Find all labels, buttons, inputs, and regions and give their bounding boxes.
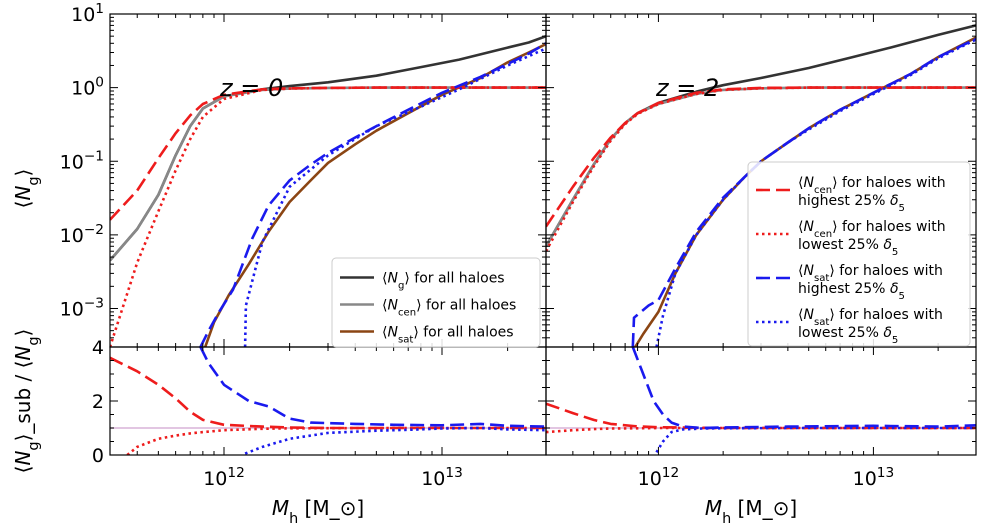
x-axis-title-1: Mh [M_⊙] bbox=[705, 496, 797, 527]
x-axis-title-0: Mh [M_⊙] bbox=[272, 496, 364, 527]
legend-z2-label-2-b: highest 25% δ5 bbox=[798, 281, 905, 302]
ratio-line-ratio-cen-highest-0 bbox=[110, 356, 546, 430]
top-y-axis-title: ⟨Ng⟩ bbox=[11, 169, 42, 209]
ratio-panel-series-0 bbox=[110, 347, 546, 455]
ratio-line-ratio-sat-lowest-0 bbox=[244, 426, 546, 455]
ratio-panel-frame-0 bbox=[109, 346, 547, 456]
ratio-y-tick-label-0: 0 bbox=[92, 445, 104, 467]
y-tick-label-3: 10−2 bbox=[60, 222, 104, 247]
legend-z2-label-2-a: ⟨Nsat⟩ for haloes with bbox=[798, 263, 943, 284]
x-tick-label-1-1: 1013 bbox=[853, 465, 895, 490]
legend-z0-frame bbox=[331, 257, 541, 348]
y-tick-label-0: 101 bbox=[71, 1, 104, 26]
legend-z0-label-1: ⟨Ncen⟩ for all haloes bbox=[382, 298, 516, 319]
legend-z2-label-0-b: highest 25% δ5 bbox=[798, 193, 905, 214]
legend-z0-label-2: ⟨Nsat⟩ for all haloes bbox=[382, 325, 514, 346]
series-line-n-cen-for-haloes-with-lowest-25-5-dotted-0 bbox=[110, 86, 546, 347]
series-line-n-sat-for-haloes-with-lowest-25-5-dotted-1 bbox=[655, 38, 976, 347]
y-tick-label-1: 100 bbox=[71, 75, 104, 100]
legend-z2-label-1-a: ⟨Ncen⟩ for haloes with bbox=[798, 219, 946, 240]
ratio-panel-frame-1 bbox=[545, 346, 977, 456]
legend-z0-label-0: ⟨Ng⟩ for all haloes bbox=[382, 271, 505, 292]
legend-z2-label-3-b: lowest 25% δ5 bbox=[798, 325, 898, 346]
ratio-line-ratio-sat-highest-0 bbox=[199, 347, 546, 428]
top-panel-series-1 bbox=[546, 24, 976, 347]
x-tick-label-0-0: 1012 bbox=[203, 465, 245, 490]
series-line-n-g-for-all-haloes-solid-0 bbox=[110, 34, 546, 262]
ratio-line-ratio-cen-lowest-0 bbox=[126, 426, 546, 455]
x-tick-label-0-1: 1013 bbox=[421, 465, 463, 490]
ratio-line-ratio-sat-lowest-1 bbox=[655, 426, 976, 453]
ratio-panel-series-1 bbox=[546, 347, 976, 453]
y-tick-label-2: 10−1 bbox=[60, 148, 104, 173]
panel-label-0: z = 0 bbox=[219, 74, 283, 102]
series-line-n-sat-for-haloes-with-lowest-25-5-dotted-0 bbox=[243, 47, 546, 347]
series-line-n-cen-for-all-haloes-solid-0 bbox=[110, 86, 546, 262]
ratio-y-axis-title: ⟨Ng⟩_sub / ⟨Ng⟩ bbox=[11, 329, 42, 474]
panel-label-1: z = 2 bbox=[655, 74, 719, 102]
x-tick-label-1-0: 1012 bbox=[638, 465, 680, 490]
legend-z0: ⟨Ng⟩ for all haloes ⟨Ncen⟩ for all haloes… bbox=[331, 257, 541, 348]
y-tick-label-4: 10−3 bbox=[60, 296, 104, 321]
ratio-line-ratio-sat-highest-1 bbox=[631, 347, 976, 430]
top-panel-series-0 bbox=[110, 34, 546, 347]
series-line-n-cen-for-haloes-with-highest-25-5-dashed-0 bbox=[110, 86, 546, 221]
legend-z2-label-0-a: ⟨Ncen⟩ for haloes with bbox=[798, 175, 946, 196]
ratio-y-tick-label-1: 2 bbox=[92, 391, 104, 413]
legend-z2-frame bbox=[747, 161, 971, 347]
ratio-line-ratio-cen-highest-1 bbox=[546, 402, 976, 430]
series-line-n-cen-for-haloes-with-highest-25-5-dashed-1 bbox=[546, 86, 976, 228]
legend-z2-label-3-a: ⟨Nsat⟩ for haloes with bbox=[798, 307, 943, 328]
ratio-y-tick-label-2: 4 bbox=[92, 337, 104, 359]
legend-z2-label-1-b: lowest 25% δ5 bbox=[798, 237, 898, 258]
series-line-n-cen-for-haloes-with-lowest-25-5-dotted-1 bbox=[546, 86, 976, 252]
